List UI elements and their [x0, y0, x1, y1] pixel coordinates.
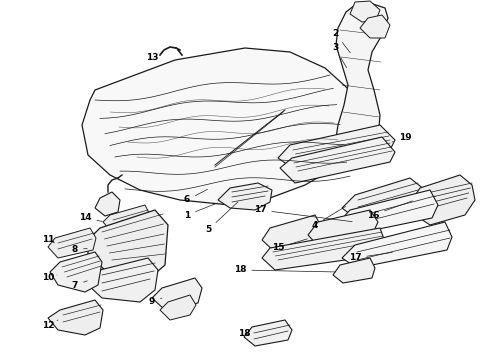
Polygon shape — [308, 210, 378, 248]
Polygon shape — [88, 258, 158, 302]
Polygon shape — [48, 228, 96, 258]
Polygon shape — [342, 178, 425, 222]
Text: 8: 8 — [72, 246, 87, 255]
Text: 17: 17 — [254, 206, 352, 222]
Text: 17: 17 — [349, 252, 392, 262]
Polygon shape — [160, 295, 196, 320]
Polygon shape — [95, 192, 120, 216]
Text: 18: 18 — [238, 328, 250, 338]
Text: 9: 9 — [149, 297, 162, 306]
Polygon shape — [244, 320, 292, 346]
Text: 2: 2 — [332, 28, 350, 53]
Polygon shape — [152, 278, 202, 310]
Polygon shape — [280, 137, 395, 183]
Text: 14: 14 — [79, 213, 102, 222]
Polygon shape — [48, 300, 103, 335]
Polygon shape — [335, 3, 388, 165]
Polygon shape — [278, 125, 395, 170]
Text: 11: 11 — [42, 235, 54, 244]
Text: 1: 1 — [184, 203, 218, 220]
Polygon shape — [412, 175, 475, 225]
Text: 15: 15 — [272, 239, 307, 252]
Polygon shape — [333, 258, 375, 283]
Text: 4: 4 — [312, 206, 345, 230]
Polygon shape — [262, 215, 322, 252]
Polygon shape — [103, 205, 150, 232]
Text: 10: 10 — [42, 274, 57, 283]
Text: 12: 12 — [42, 320, 58, 329]
Text: 3: 3 — [332, 44, 346, 68]
Polygon shape — [88, 210, 168, 278]
Polygon shape — [262, 228, 385, 270]
Polygon shape — [360, 15, 390, 38]
Polygon shape — [218, 183, 272, 210]
Text: 13: 13 — [146, 52, 162, 63]
Text: 19: 19 — [392, 134, 411, 143]
Polygon shape — [82, 48, 360, 205]
Polygon shape — [50, 252, 102, 292]
Text: 5: 5 — [205, 202, 238, 234]
Polygon shape — [350, 1, 380, 22]
Polygon shape — [338, 190, 438, 235]
Polygon shape — [342, 222, 452, 268]
Text: 18: 18 — [234, 266, 335, 274]
Text: 6: 6 — [184, 189, 208, 204]
Text: 16: 16 — [367, 201, 413, 220]
Text: 7: 7 — [72, 280, 87, 289]
